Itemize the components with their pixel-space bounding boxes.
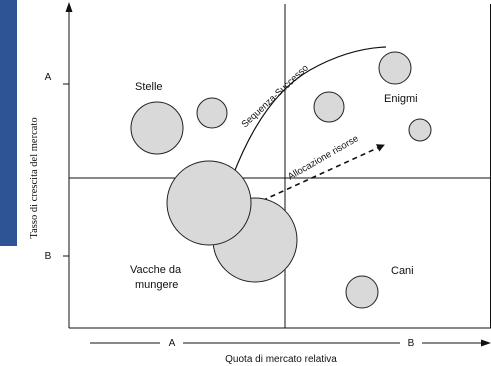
y-axis-arrowhead: [65, 2, 73, 12]
bubble-enigma-mid: [313, 91, 345, 123]
x-axis-arrowhead: [481, 339, 491, 347]
quadrant-label-enigmas: Enigmi: [384, 93, 418, 105]
y-tick-high-label: A: [45, 72, 52, 83]
y-axis-title: Tasso di crescita del mercato: [29, 117, 40, 238]
side-color-strip: [0, 0, 17, 246]
success-sequence-curve: [231, 46, 387, 179]
resource-allocation-label: Allocazione risorse: [286, 133, 361, 182]
bubble-dog: [345, 275, 379, 309]
quadrant-label-cows-line2: mungere: [135, 279, 178, 291]
bubble-enigma-top: [378, 51, 412, 85]
bubble-enigma-small: [408, 118, 432, 142]
resource-allocation-arrow: [245, 144, 385, 209]
y-tick-low-label: B: [45, 251, 52, 262]
bubble-cow-upper: [166, 160, 252, 246]
quadrant-label-dogs: Cani: [391, 265, 414, 277]
x-tick-left-label: A: [169, 338, 176, 349]
bubble-star-large: [130, 101, 184, 155]
x-tick-right-label: B: [408, 338, 415, 349]
quadrant-label-cows-line1: Vacche da: [130, 264, 182, 276]
success-sequence-label: Sequenza-Successo: [240, 63, 311, 130]
quadrant-label-stars: Stelle: [135, 81, 163, 93]
x-axis-title: Quota di mercato relativa: [225, 354, 337, 365]
bubble-star-small: [196, 97, 228, 129]
